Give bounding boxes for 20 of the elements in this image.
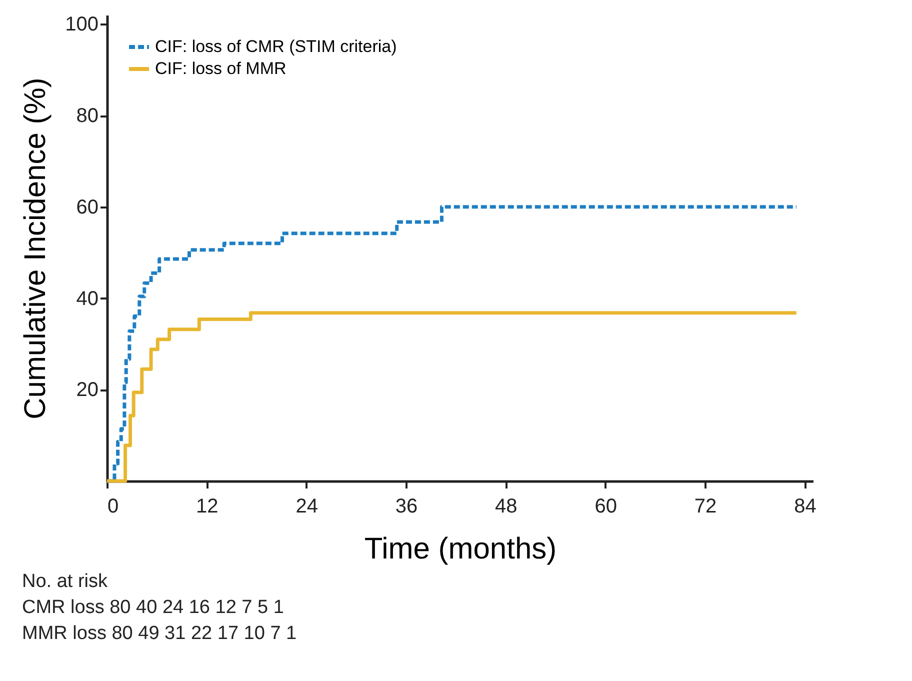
text: CMR loss 80 40 24 16 12 7 5 1	[22, 596, 285, 620]
x-tick-label: 72	[694, 496, 717, 518]
x-tick-label: 0	[108, 496, 119, 518]
text: MMR loss 80 49 31 22 17 10 7 1	[22, 622, 298, 646]
y-tick-label: 20	[76, 379, 98, 402]
x-tick-label: 84	[794, 496, 816, 518]
y-tick-label: 60	[76, 196, 98, 218]
x-tick-label: 12	[196, 496, 218, 518]
legend-label: CIF: loss of CMR (STIM criteria)	[155, 37, 397, 56]
x-tick-label: 36	[395, 496, 418, 518]
x-tick-label: 60	[594, 496, 617, 518]
x-axis-title: Time (months)	[364, 532, 557, 566]
legend-label: CIF: loss of MMR	[155, 59, 286, 78]
x-tick-label: 48	[495, 496, 518, 518]
y-tick-label: 80	[76, 105, 98, 128]
y-tick-label: 40	[76, 288, 98, 310]
text: No. at risk	[22, 570, 109, 594]
y-tick-label: 100	[65, 14, 98, 36]
x-tick-label: 24	[296, 496, 318, 518]
y-axis-title: Cumulative Incidence (%)	[19, 78, 52, 420]
